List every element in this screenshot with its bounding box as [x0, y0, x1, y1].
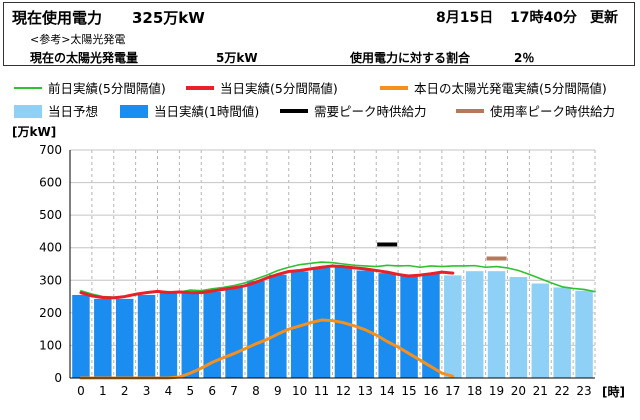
- series-solar-line: [79, 318, 455, 380]
- legend-label-prev_day: 前日実績(5分間隔値): [48, 81, 166, 96]
- legend-label-today_5min: 当日実績(5分間隔値): [220, 81, 338, 96]
- y-tick-label: 700: [39, 143, 62, 157]
- bar-actual: [203, 291, 221, 378]
- bar-actual: [247, 280, 265, 378]
- x-tick-label: 8: [252, 384, 260, 398]
- time-label: 17時40分: [510, 10, 577, 26]
- bar-actual: [422, 273, 440, 378]
- x-axis-label: [時]: [602, 384, 625, 399]
- x-tick-label: 22: [555, 384, 570, 398]
- bar-actual: [159, 292, 178, 378]
- x-tick-label: 21: [533, 384, 548, 398]
- bar-forecast: [553, 287, 571, 378]
- y-tick-label: 600: [39, 176, 62, 190]
- x-tick-label: 12: [336, 384, 351, 398]
- x-tick-label: 20: [511, 384, 526, 398]
- y-axis-label: [万kW]: [12, 125, 56, 139]
- update-label: 更新: [590, 10, 618, 26]
- y-tick-label: 100: [39, 338, 62, 352]
- ratio-label: 使用電力に対する割合: [350, 51, 471, 65]
- x-tick-label: 15: [401, 384, 416, 398]
- solar-value: 5万kW: [216, 51, 258, 65]
- x-tick-label: 5: [186, 384, 194, 398]
- y-tick-label: 500: [39, 208, 62, 222]
- x-tick-label: 7: [230, 384, 238, 398]
- legend-label-solar_today: 本日の太陽光発電実績(5分間隔値): [414, 81, 607, 96]
- status-header: 現在使用電力 325万kW 8月15日 17時40分 更新 <参考>太陽光発電 …: [3, 2, 635, 66]
- y-tick-label: 300: [39, 273, 62, 287]
- bar-actual: [225, 287, 243, 378]
- usage-value: 325万kW: [132, 9, 205, 27]
- usage-label: 現在使用電力: [12, 9, 103, 27]
- y-tick-label: 400: [39, 241, 62, 255]
- bar-actual: [72, 294, 90, 378]
- x-tick-label: 23: [576, 384, 591, 398]
- x-tick-label: 14: [380, 384, 395, 398]
- bar-actual: [137, 294, 156, 378]
- x-tick-label: 3: [143, 384, 151, 398]
- reference-label: <参考>太陽光発電: [30, 33, 126, 46]
- bar-actual: [400, 274, 418, 378]
- bar-actual: [94, 298, 112, 378]
- x-tick-label: 9: [274, 384, 282, 398]
- x-tick-label: 11: [314, 384, 329, 398]
- ratio-value: 2％: [514, 51, 535, 65]
- solar-label: 現在の太陽光発電量: [30, 51, 139, 65]
- bar-actual: [181, 293, 200, 378]
- y-tick-label: 0: [54, 371, 62, 385]
- bar-forecast: [509, 277, 528, 378]
- series-today-line: [79, 264, 455, 300]
- bar-forecast: [531, 283, 550, 378]
- bar-forecast: [444, 275, 462, 378]
- bar-forecast: [487, 271, 506, 378]
- x-tick-label: 6: [208, 384, 216, 398]
- y-tick-label: 200: [39, 306, 62, 320]
- x-tick-label: 10: [292, 384, 307, 398]
- legend-swatch-today_hourly: [120, 105, 148, 118]
- x-tick-label: 0: [77, 384, 85, 398]
- date-label: 8月15日: [436, 10, 494, 26]
- legend-label-peak_usage: 使用率ピーク時供給力: [490, 104, 615, 119]
- bar-actual: [312, 267, 331, 378]
- bar-actual: [356, 270, 375, 378]
- bar-forecast: [465, 271, 484, 378]
- x-tick-label: 13: [358, 384, 373, 398]
- bar-actual: [378, 273, 396, 378]
- legend-swatch-forecast: [14, 105, 42, 118]
- x-tick-label: 19: [489, 384, 504, 398]
- x-tick-label: 18: [467, 384, 482, 398]
- legend-label-peak_demand: 需要ピーク時供給力: [314, 104, 427, 119]
- x-tick-label: 16: [423, 384, 438, 398]
- bar-actual: [269, 274, 287, 378]
- bar-actual: [115, 298, 134, 378]
- x-tick-label: 1: [99, 384, 107, 398]
- bar-forecast: [575, 290, 593, 378]
- x-tick-label: 2: [121, 384, 129, 398]
- legend-label-today_hourly: 当日実績(1時間値): [154, 104, 259, 119]
- x-tick-label: 17: [445, 384, 460, 398]
- x-tick-label: 4: [165, 384, 173, 398]
- legend-label-forecast: 当日予想: [48, 104, 98, 119]
